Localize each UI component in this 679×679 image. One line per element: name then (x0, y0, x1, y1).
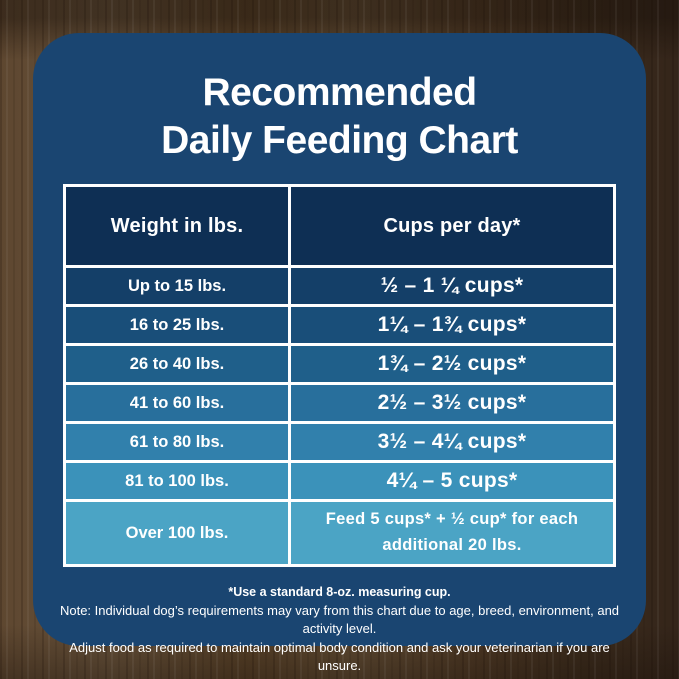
page-title: Recommended Daily Feeding Chart (33, 69, 646, 164)
table-cell-weight: Over 100 lbs. (66, 502, 288, 564)
table-cell-weight: 61 to 80 lbs. (66, 424, 288, 460)
table-cell-cups: 1¼ – 1¾ cups* (291, 307, 613, 343)
table-cell-cups: 2½ – 3½ cups* (291, 385, 613, 421)
table-cell-cups: 3½ – 4¼ cups* (291, 424, 613, 460)
table-cell-weight: 81 to 100 lbs. (66, 463, 288, 499)
footnotes: *Use a standard 8-oz. measuring cup. Not… (33, 584, 646, 676)
feeding-chart-card: Recommended Daily Feeding Chart Weight i… (33, 33, 646, 673)
table-cell-weight: 41 to 60 lbs. (66, 385, 288, 421)
page-title-line1: Recommended (202, 71, 477, 114)
table-cell-cups: 1¾ – 2½ cups* (291, 346, 613, 382)
table-cell-cups: 4¼ – 5 cups* (291, 463, 613, 499)
measuring-cup-note: *Use a standard 8-oz. measuring cup. (228, 585, 451, 599)
disclaimer-line1: Note: Individual dog’s requirements may … (59, 602, 620, 637)
table-header-cups: Cups per day* (291, 187, 613, 265)
table-cell-weight: Up to 15 lbs. (66, 268, 288, 304)
table-cell-cups: Feed 5 cups* + ½ cup* for each additiona… (291, 502, 613, 564)
table-header-weight: Weight in lbs. (66, 187, 288, 265)
table-cell-weight: 26 to 40 lbs. (66, 346, 288, 382)
table-cell-weight: 16 to 25 lbs. (66, 307, 288, 343)
table-cell-cups: ½ – 1 ¼ cups* (291, 268, 613, 304)
disclaimer-line2: Adjust food as required to maintain opti… (69, 639, 610, 674)
page-title-line2: Daily Feeding Chart (161, 118, 518, 162)
feeding-table: Weight in lbs. Cups per day* Up to 15 lb… (63, 184, 616, 567)
